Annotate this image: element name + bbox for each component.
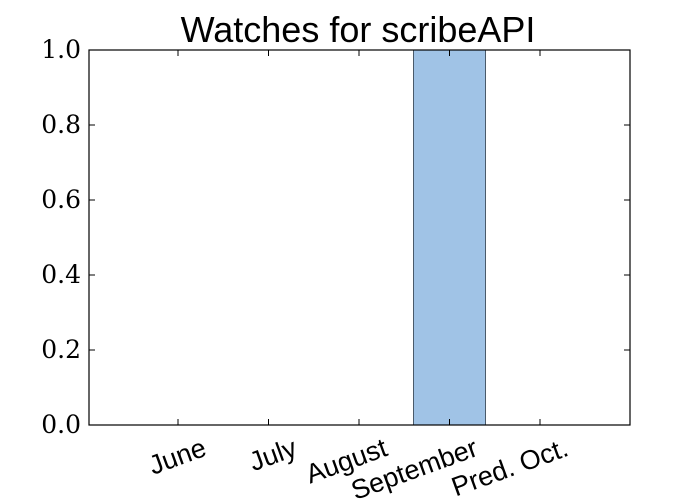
y-tick-label: 0.4 xyxy=(41,260,81,289)
y-tick-label: 0.0 xyxy=(41,410,81,439)
y-tick-label: 0.6 xyxy=(41,185,81,214)
y-tick-label: 0.2 xyxy=(41,335,81,364)
bar-september xyxy=(413,49,486,426)
bars-group xyxy=(413,49,486,426)
plot-frame xyxy=(88,49,631,426)
y-tick-label: 0.8 xyxy=(41,110,81,139)
y-tick-label: 1.0 xyxy=(41,35,81,64)
x-tick-label: June xyxy=(145,432,210,480)
x-tick-label: July xyxy=(245,432,301,477)
chart-title: Watches for scribeAPI xyxy=(181,9,536,50)
y-axis: 0.0 0.2 0.4 0.6 0.8 1.0 xyxy=(41,35,630,439)
